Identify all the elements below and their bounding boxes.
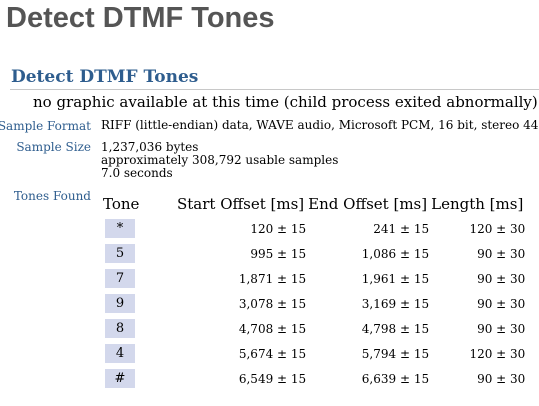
tone-cell: 5: [101, 241, 175, 266]
table-row: 5 995 ± 15 1,086 ± 15 90 ± 30: [101, 241, 525, 266]
end-offset-cell: 6,639 ± 15: [361, 371, 430, 386]
tones-found-label: Tones Found: [13, 189, 91, 203]
end-offset-cell: 3,169 ± 15: [361, 296, 430, 311]
tone-badge: 9: [105, 294, 135, 313]
sample-format-label: Sample Format: [0, 119, 91, 133]
table-row: 4 5,674 ± 15 5,794 ± 15 120 ± 30: [101, 341, 525, 366]
end-offset-cell: 5,794 ± 15: [361, 346, 430, 361]
start-offset-cell: 120 ± 15: [250, 221, 307, 236]
header-end-offset: End Offset [ms]: [308, 195, 428, 213]
tone-cell: #: [101, 366, 175, 391]
table-row: 8 4,708 ± 15 4,798 ± 15 90 ± 30: [101, 316, 525, 341]
length-cell: 120 ± 30: [469, 346, 526, 361]
page-title: Detect DTMF Tones: [6, 2, 275, 34]
table-row: # 6,549 ± 15 6,639 ± 15 90 ± 30: [101, 366, 525, 391]
start-offset-cell: 4,708 ± 15: [238, 321, 307, 336]
sample-format-value: RIFF (little-endian) data, WAVE audio, M…: [101, 118, 539, 132]
end-offset-cell: 4,798 ± 15: [361, 321, 430, 336]
tone-cell: 8: [101, 316, 175, 341]
start-offset-cell: 995 ± 15: [250, 246, 307, 261]
graphic-status-message: no graphic available at this time (child…: [33, 93, 538, 111]
tone-cell: 7: [101, 266, 175, 291]
tones-table: Tone Start Offset [ms] End Offset [ms] L…: [101, 192, 525, 391]
tones-table-header: Tone Start Offset [ms] End Offset [ms] L…: [101, 192, 525, 216]
end-offset-cell: 1,961 ± 15: [361, 271, 430, 286]
table-row: 7 1,871 ± 15 1,961 ± 15 90 ± 30: [101, 266, 525, 291]
length-cell: 90 ± 30: [477, 296, 526, 311]
start-offset-cell: 3,078 ± 15: [238, 296, 307, 311]
table-row: * 120 ± 15 241 ± 15 120 ± 30: [101, 216, 525, 241]
tone-badge: 5: [105, 244, 135, 263]
tone-badge: 8: [105, 319, 135, 338]
tone-badge: 4: [105, 344, 135, 363]
tone-badge: 7: [105, 269, 135, 288]
sample-size-samples: approximately 308,792 usable samples: [101, 153, 339, 167]
sample-size-label: Sample Size: [16, 140, 91, 154]
header-tone: Tone: [103, 195, 140, 213]
sample-size-value: 1,237,036 bytes approximately 308,792 us…: [101, 141, 338, 180]
tone-cell: *: [101, 216, 175, 241]
tone-cell: 9: [101, 291, 175, 316]
start-offset-cell: 1,871 ± 15: [238, 271, 307, 286]
tone-badge: #: [105, 369, 135, 388]
section-title: Detect DTMF Tones: [11, 67, 199, 87]
end-offset-cell: 241 ± 15: [373, 221, 430, 236]
length-cell: 90 ± 30: [477, 371, 526, 386]
sample-size-bytes: 1,237,036 bytes: [101, 140, 199, 154]
section-divider: [10, 89, 539, 90]
length-cell: 90 ± 30: [477, 246, 526, 261]
length-cell: 120 ± 30: [469, 221, 526, 236]
tone-cell: 4: [101, 341, 175, 366]
length-cell: 90 ± 30: [477, 271, 526, 286]
start-offset-cell: 6,549 ± 15: [238, 371, 307, 386]
header-start-offset: Start Offset [ms]: [177, 195, 305, 213]
length-cell: 90 ± 30: [477, 321, 526, 336]
tone-badge: *: [105, 219, 135, 238]
header-length: Length [ms]: [431, 195, 524, 213]
sample-size-duration: 7.0 seconds: [101, 166, 173, 180]
table-row: 9 3,078 ± 15 3,169 ± 15 90 ± 30: [101, 291, 525, 316]
end-offset-cell: 1,086 ± 15: [361, 246, 430, 261]
start-offset-cell: 5,674 ± 15: [238, 346, 307, 361]
